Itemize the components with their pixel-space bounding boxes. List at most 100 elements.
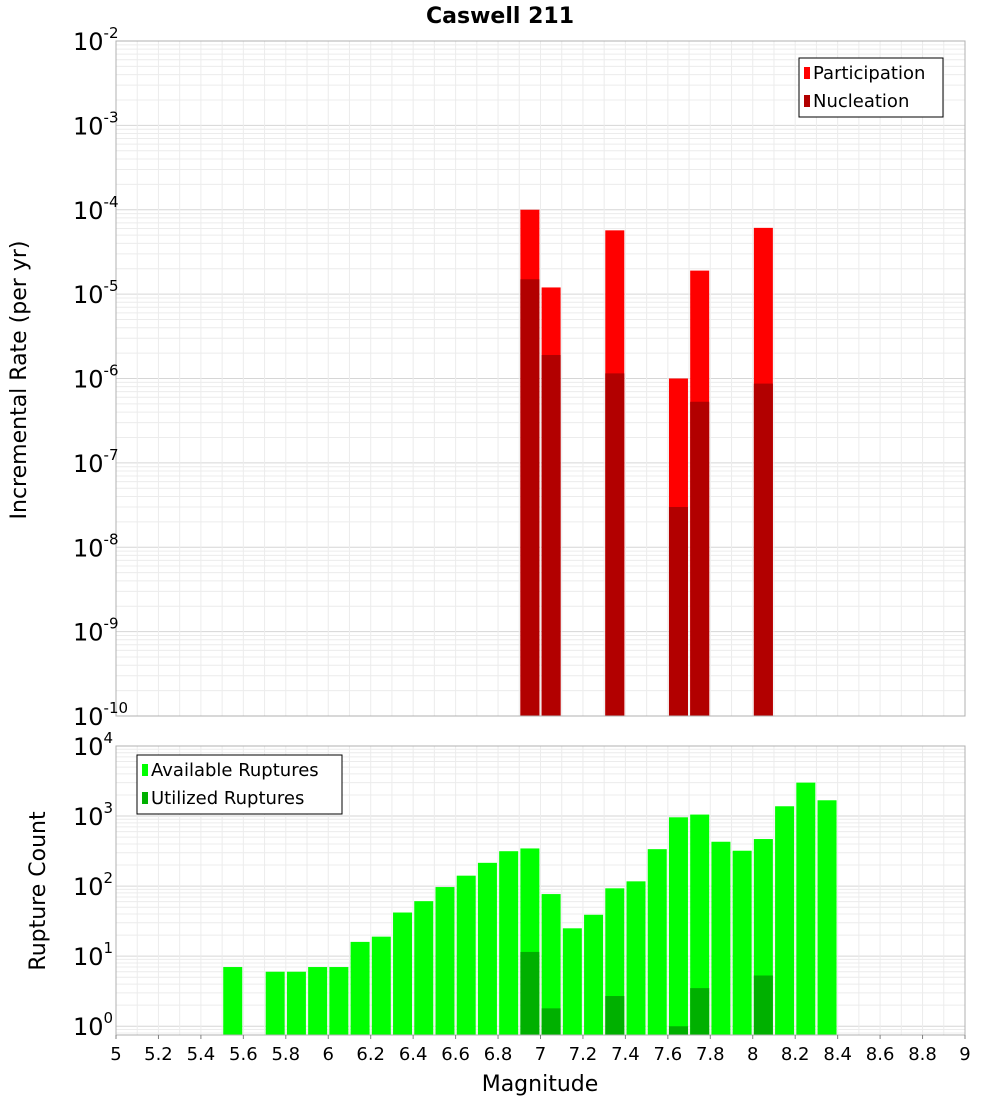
top-gridlines [115, 41, 966, 717]
bottom-y-tick-label: 103 [73, 799, 113, 831]
x-tick-label: 5.8 [271, 1044, 300, 1065]
nucleation-bar [753, 383, 773, 716]
utilized-ruptures-bar [753, 975, 773, 1035]
top-y-tick-label: 10-6 [73, 362, 119, 394]
available-ruptures-bar [732, 850, 752, 1035]
available-ruptures-bar [584, 914, 604, 1035]
tick-exponent: -5 [104, 277, 119, 295]
available-ruptures-bar [477, 862, 497, 1035]
x-tick-label: 7.6 [654, 1044, 683, 1065]
utilized-ruptures-bar [668, 1026, 688, 1035]
top-bars [520, 209, 773, 716]
x-tick-label: 5.4 [187, 1044, 216, 1065]
bottom-y-axis-label: Rupture Count [26, 811, 51, 971]
bottom-y-tick-label: 100 [73, 1009, 113, 1041]
available-ruptures-bar [223, 967, 243, 1035]
top-y-tick-label: 10-9 [73, 615, 119, 647]
tick-exponent: -2 [104, 24, 119, 42]
utilized-ruptures-bar [605, 996, 625, 1035]
nucleation-bar [541, 354, 561, 716]
top-plot-border [115, 40, 966, 717]
nucleation-bar [520, 279, 540, 716]
available-ruptures-bar [796, 782, 816, 1035]
available-ruptures-bar [775, 806, 795, 1035]
tick-exponent: -10 [104, 699, 129, 717]
bottom-legend-box [136, 754, 343, 815]
legend-label: Utilized Ruptures [151, 788, 304, 809]
x-tick-label: 6.8 [484, 1044, 513, 1065]
nucleation-bar [668, 506, 688, 716]
tick-base: 10 [73, 197, 104, 225]
tick-exponent: 0 [104, 1009, 114, 1027]
available-ruptures-bar [265, 971, 285, 1035]
legend-label: Participation [813, 63, 925, 84]
chart-title: Caswell 211 [426, 4, 574, 29]
x-tick-label: 6 [323, 1044, 334, 1065]
available-ruptures-bar [435, 887, 455, 1035]
tick-base: 10 [73, 281, 104, 309]
tick-exponent: 1 [104, 939, 114, 957]
tick-exponent: -6 [104, 362, 119, 380]
tick-base: 10 [73, 619, 104, 647]
bottom-legend: Available Ruptures Utilized Ruptures [136, 754, 343, 815]
available-ruptures-bar [668, 817, 688, 1035]
available-ruptures-bar [329, 967, 349, 1035]
available-ruptures-bar [690, 814, 710, 1035]
x-tick-label: 6.2 [356, 1044, 385, 1065]
x-tick-label: 7.8 [696, 1044, 725, 1065]
legend-label: Nucleation [813, 91, 909, 112]
top-legend: Participation Nucleation [798, 57, 944, 118]
top-y-tick-label: 10-2 [73, 24, 119, 56]
top-y-ticks: 10-210-310-410-510-610-710-810-910-10 [73, 24, 128, 731]
x-ticks: 5 5.2 5.4 5.6 5.8 6 6.2 6.4 6.6 6.8 7 7.2 7.4 7.6 7.8 8… [110, 1035, 971, 1065]
utilized-ruptures-bar [541, 1008, 561, 1035]
top-y-tick-label: 10-4 [73, 193, 119, 225]
available-ruptures-bar [711, 841, 731, 1035]
top-y-axis-label: Incremental Rate (per yr) [7, 241, 32, 520]
top-y-tick-label: 10-7 [73, 446, 119, 478]
tick-exponent: -4 [104, 193, 119, 211]
x-tick-label: 8.6 [866, 1044, 895, 1065]
top-panel: 10-210-310-410-510-610-710-810-910-10Par… [73, 24, 966, 731]
tick-base: 10 [73, 943, 104, 971]
tick-base: 10 [73, 28, 104, 56]
tick-base: 10 [73, 1013, 104, 1041]
top-y-tick-label: 10-3 [73, 108, 119, 140]
x-tick-label: 8 [747, 1044, 758, 1065]
x-tick-label: 5.2 [144, 1044, 173, 1065]
x-tick-label: 7.4 [611, 1044, 640, 1065]
legend-label: Available Ruptures [151, 760, 319, 781]
x-tick-label: 9 [959, 1044, 970, 1065]
legend-swatch [804, 95, 810, 107]
x-tick-label: 7.2 [569, 1044, 598, 1065]
legend-swatch [142, 792, 148, 804]
tick-exponent: 3 [104, 799, 114, 817]
bottom-y-tick-label: 101 [73, 939, 113, 971]
nucleation-bar [605, 373, 625, 716]
x-tick-label: 6.6 [441, 1044, 470, 1065]
available-ruptures-bar [456, 875, 476, 1035]
tick-base: 10 [73, 366, 104, 394]
tick-exponent: 2 [104, 869, 114, 887]
utilized-ruptures-bar [520, 951, 540, 1035]
available-ruptures-bar [414, 901, 434, 1035]
available-ruptures-bar [371, 936, 391, 1035]
tick-base: 10 [73, 112, 104, 140]
x-tick-label: 7 [535, 1044, 546, 1065]
x-axis-label: Magnitude [482, 1072, 599, 1097]
available-ruptures-bar [393, 912, 413, 1035]
tick-base: 10 [73, 450, 104, 478]
top-y-tick-label: 10-10 [73, 699, 128, 731]
utilized-ruptures-bar [690, 988, 710, 1035]
bottom-y-tick-label: 102 [73, 869, 113, 901]
x-tick-label: 8.4 [823, 1044, 852, 1065]
tick-base: 10 [73, 534, 104, 562]
available-ruptures-bar [499, 851, 519, 1035]
available-ruptures-bar [350, 941, 370, 1035]
tick-exponent: -9 [104, 615, 119, 633]
bottom-y-tick-label: 104 [73, 729, 113, 761]
available-ruptures-bar [626, 881, 646, 1035]
